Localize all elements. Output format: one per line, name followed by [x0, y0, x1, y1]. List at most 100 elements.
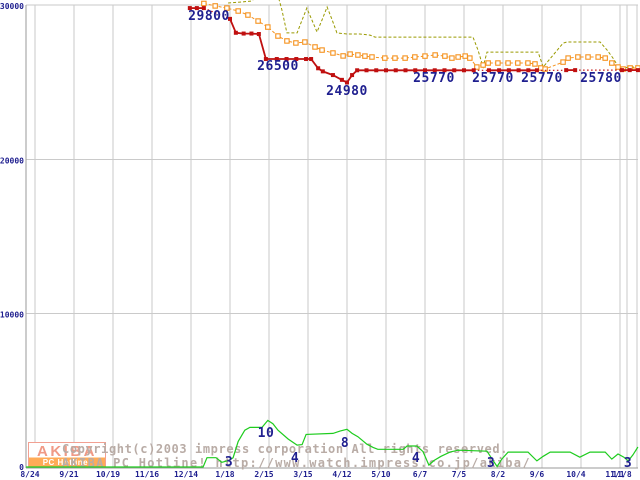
- lowest-price-marker: [309, 57, 314, 62]
- y-tick-label: 20000: [0, 156, 24, 165]
- lowest-price-marker: [471, 68, 476, 73]
- watermark-copyright: Copyright(c)2003 impress corporation All…: [62, 442, 508, 456]
- point-annotation: 25770: [521, 71, 563, 86]
- average-price-marker: [412, 54, 418, 60]
- point-annotations: 29800 26500 24980 25770 25770 25770 25780 3 10 4 8…: [188, 9, 632, 471]
- average-price-marker: [495, 60, 501, 66]
- x-tick-label: 5/10: [371, 470, 390, 479]
- average-price-marker: [442, 53, 448, 59]
- x-tick-label: 10/4: [566, 470, 585, 479]
- shop-count-line: [26, 419, 639, 468]
- lowest-price-marker: [413, 68, 418, 73]
- akiba-logo-subtitle: PC Hotline!: [43, 458, 92, 467]
- x-tick-label: 8/24: [20, 470, 39, 479]
- x-tick-label: 7/5: [452, 470, 467, 479]
- y-tick-label: 0: [19, 463, 24, 472]
- point-annotation: 29800: [188, 9, 230, 24]
- x-tick-label: 2/15: [254, 470, 273, 479]
- average-price-marker: [449, 55, 455, 61]
- lowest-price-marker: [403, 68, 408, 73]
- lowest-price-marker: [256, 32, 261, 37]
- lowest-price-marker: [384, 68, 388, 73]
- x-tick-label: 11/8: [612, 470, 631, 479]
- point-annotation: 3: [487, 456, 495, 471]
- average-price-marker: [355, 52, 361, 58]
- point-annotation: 25780: [580, 71, 622, 86]
- lowest-price-marker: [364, 68, 369, 73]
- point-annotation: 3: [225, 455, 233, 470]
- lowest-price-marker: [274, 57, 279, 62]
- average-price-marker: [255, 18, 261, 24]
- akiba-logo-strip: [29, 457, 105, 467]
- lowest-price-marker: [284, 57, 289, 62]
- average-price-marker: [542, 66, 548, 72]
- average-price-marker: [565, 55, 571, 61]
- x-tick-label: 8/2: [491, 470, 506, 479]
- average-price-marker: [302, 39, 308, 45]
- akiba-logo: AKIBA PC Hotline!: [28, 442, 106, 467]
- x-tick-label: 6/7: [413, 470, 428, 479]
- average-price-marker: [340, 53, 346, 59]
- average-price-marker: [319, 47, 325, 53]
- lowest-price-marker: [462, 68, 466, 73]
- average-price-marker: [595, 54, 601, 60]
- average-price-marker: [575, 54, 581, 60]
- point-annotation: 24980: [326, 84, 368, 99]
- x-tick-label: 9/6: [530, 470, 545, 479]
- lowest-price-marker: [345, 80, 349, 85]
- lowest-price-marker: [320, 69, 325, 74]
- lowest-price-marker: [233, 30, 238, 35]
- lowest-price-marker: [442, 68, 447, 73]
- lowest-price-marker: [316, 66, 321, 71]
- lowest-price-marker: [635, 68, 640, 73]
- highest-price-line: [228, 0, 638, 69]
- average-price-marker: [275, 33, 281, 39]
- akiba-logo-title: AKIBA: [37, 443, 97, 460]
- average-price-marker: [422, 53, 428, 59]
- average-price-marker: [402, 55, 408, 61]
- lowest-price-marker: [330, 73, 335, 78]
- lowest-price-marker: [350, 73, 355, 78]
- point-annotation: 10: [258, 426, 275, 441]
- x-axis-labels: 8/24 9/21 10/19 11/16 12/14 1/18 2/15 3/15 4/12 5…: [20, 470, 631, 479]
- lowest-price-marker: [564, 68, 569, 73]
- point-annotation: 8: [341, 436, 349, 451]
- lowest-price-marker: [526, 68, 531, 73]
- average-price-marker: [347, 51, 353, 57]
- average-price-marker: [235, 8, 241, 14]
- average-price-marker: [525, 60, 531, 66]
- average-price-marker: [212, 3, 218, 9]
- lowest-price-marker: [627, 68, 632, 73]
- average-price-marker: [265, 24, 271, 30]
- lowest-price-line: [203, 7, 231, 20]
- lowest-price-marker: [187, 6, 192, 11]
- x-tick-label: 11/16: [135, 470, 159, 479]
- lowest-price-marker: [355, 68, 360, 73]
- average-price-marker: [505, 60, 511, 66]
- average-price-marker: [532, 61, 538, 67]
- point-annotation: 4: [291, 451, 299, 466]
- lowest-price-marker: [294, 57, 299, 62]
- lowest-price-marker: [619, 68, 624, 73]
- x-tick-label: 9/21: [59, 470, 78, 479]
- point-annotation: 3: [624, 456, 632, 471]
- lowest-price-marker: [516, 68, 521, 73]
- point-annotation: 26500: [257, 59, 299, 74]
- average-price-marker: [224, 5, 230, 11]
- x-tick-label: 4/12: [332, 470, 351, 479]
- average-price-marker: [312, 44, 318, 50]
- average-price-line: [203, 3, 638, 70]
- x-tick-label: 12/14: [174, 470, 198, 479]
- point-annotation: 4: [412, 451, 420, 466]
- y-tick-label: 30000: [0, 2, 24, 11]
- average-price-marker: [369, 54, 375, 60]
- average-price-marker: [284, 38, 290, 44]
- x-tick-label: 3/15: [293, 470, 312, 479]
- lowest-price-marker: [249, 31, 254, 36]
- lowest-price-marker: [241, 31, 246, 36]
- average-price-marker: [432, 52, 438, 58]
- average-price-marker: [609, 60, 615, 66]
